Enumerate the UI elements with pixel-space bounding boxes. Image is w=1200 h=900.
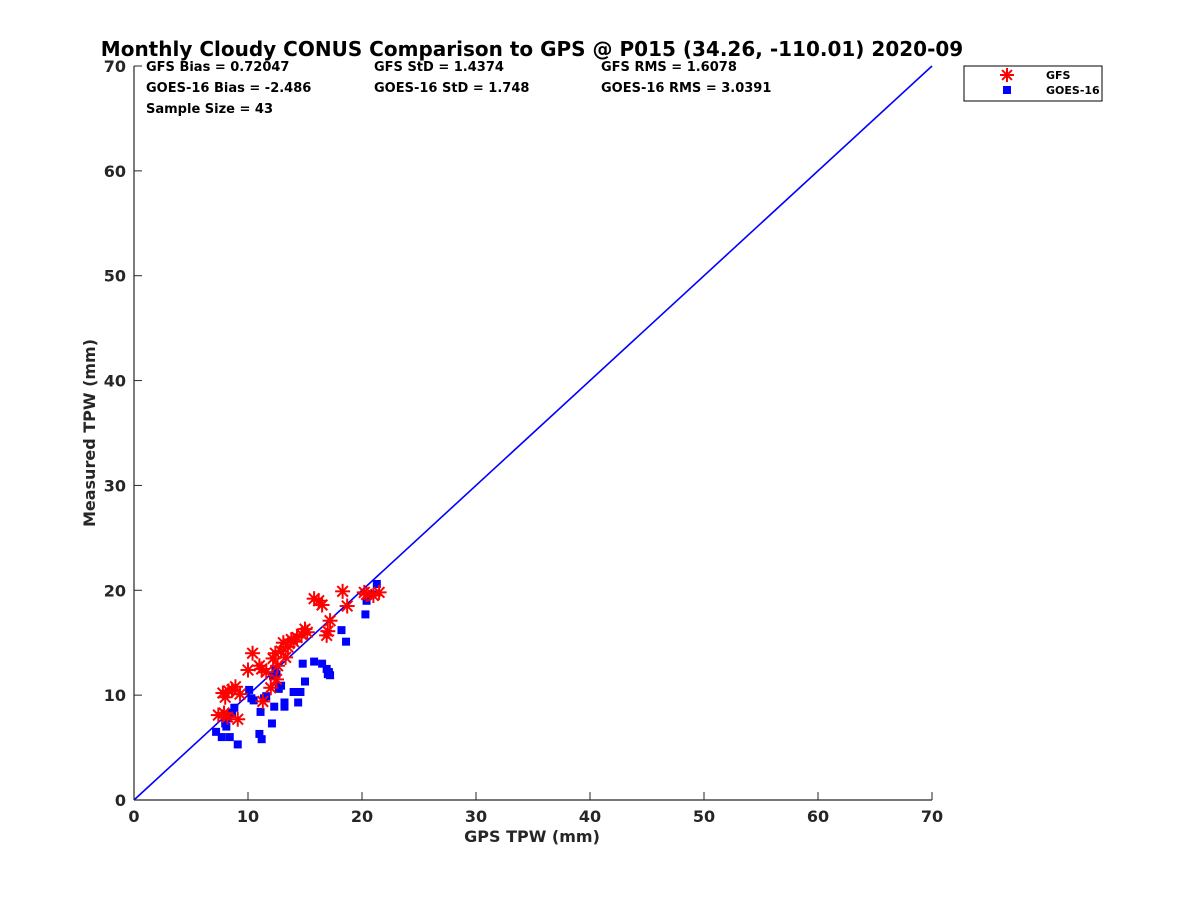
data-marks: [133, 65, 933, 801]
stats-block: GFS Bias = 0.72047 GFS StD = 1.4374 GFS …: [146, 60, 771, 117]
x-tick-label: 10: [237, 807, 259, 826]
goes16-point: [225, 733, 234, 742]
gfs-point: [240, 662, 256, 678]
reference-line: [133, 65, 933, 801]
gfs-point: [255, 693, 271, 709]
goes16-point: [296, 687, 305, 696]
goes16-point: [322, 664, 331, 673]
goes16-point: [310, 657, 319, 666]
gfs-point: [311, 593, 327, 609]
goes-rms-text: GOES-16 RMS = 3.0391: [601, 81, 771, 96]
gfs-point: [232, 686, 248, 702]
gfs-point: [322, 613, 338, 629]
x-tick-label: 40: [579, 807, 601, 826]
legend-gfs-asterisk: [1000, 68, 1014, 82]
legend-gfs-marker: [1000, 68, 1014, 82]
goes16-point: [212, 727, 221, 736]
goes16-point: [280, 702, 289, 711]
axes: 0 10 20 30 40 50 60 70 0 10 20 30 40 50 60 70: [104, 57, 943, 826]
gfs-point: [227, 679, 243, 695]
goes16-point: [342, 637, 351, 646]
goes16-point: [267, 719, 276, 728]
gfs-point: [278, 649, 294, 665]
gfs-point: [339, 598, 355, 614]
y-tick-label: 0: [115, 791, 126, 810]
goes16-point: [222, 722, 231, 731]
goes16-point: [294, 698, 303, 707]
x-tick-label: 60: [807, 807, 829, 826]
y-axis-label: Measured TPW (mm): [80, 339, 99, 527]
goes16-point: [318, 659, 327, 668]
goes16-point: [217, 733, 226, 742]
x-axis-label: GPS TPW (mm): [464, 827, 600, 846]
goes-std-text: GOES-16 StD = 1.748: [374, 81, 529, 96]
gfs-point: [230, 711, 246, 727]
gfs-point: [335, 583, 351, 599]
gfs-point: [306, 591, 322, 607]
goes16-point: [233, 740, 242, 749]
goes16-point: [270, 702, 279, 711]
goes16-point: [230, 703, 239, 712]
x-tick-label: 30: [465, 807, 487, 826]
gfs-point: [371, 584, 387, 600]
gfs-point: [356, 584, 372, 600]
gfs-point: [245, 645, 261, 661]
legend: GFS GOES-16: [963, 65, 1103, 102]
legend-box: [963, 65, 1103, 102]
chart-title: Monthly Cloudy CONUS Comparison to GPS @…: [101, 37, 963, 61]
goes16-point: [262, 692, 271, 701]
goes-bias-text: GOES-16 Bias = -2.486: [146, 81, 311, 96]
y-tick-label: 30: [104, 476, 126, 495]
goes16-point: [255, 729, 264, 738]
gfs-point: [320, 623, 336, 639]
gfs-point: [263, 680, 279, 696]
goes16-point: [372, 579, 381, 588]
x-tick-label: 50: [693, 807, 715, 826]
gfs-point: [216, 705, 232, 721]
goes16-point: [301, 677, 309, 686]
legend-gfs-label: GFS: [1046, 69, 1071, 82]
gfs-std-text: GFS StD = 1.4374: [374, 60, 504, 75]
goes16-point: [361, 610, 370, 619]
gfs-point: [299, 624, 315, 640]
goes16-point: [326, 671, 335, 680]
legend-goes-label: GOES-16: [1046, 84, 1100, 97]
y-tick-label: 20: [104, 581, 126, 600]
x-tick-label: 0: [128, 807, 139, 826]
y-tick-label: 10: [104, 686, 126, 705]
goes16-point: [280, 698, 289, 707]
gfs-rms-text: GFS RMS = 1.6078: [601, 60, 737, 75]
goes16-point: [277, 681, 286, 690]
goes16-point: [245, 685, 254, 694]
gfs-point: [258, 664, 274, 680]
x-tick-label: 70: [921, 807, 943, 826]
y-tick-label: 70: [104, 57, 126, 76]
goes16-point: [298, 659, 307, 668]
goes16-point: [256, 707, 265, 716]
y-tick-label: 40: [104, 372, 126, 391]
goes16-point: [337, 626, 346, 635]
y-tick-label: 60: [104, 162, 126, 181]
gfs-point: [283, 632, 299, 648]
gfs-bias-text: GFS Bias = 0.72047: [146, 60, 289, 75]
goes16-point: [247, 694, 256, 703]
gfs-point: [269, 671, 284, 687]
legend-goes-marker: [1003, 86, 1011, 94]
x-tick-label: 20: [351, 807, 373, 826]
y-tick-label: 50: [104, 267, 126, 286]
goes16-point: [289, 687, 298, 696]
goes16-point: [257, 735, 266, 744]
sample-size-text: Sample Size = 43: [146, 102, 273, 117]
